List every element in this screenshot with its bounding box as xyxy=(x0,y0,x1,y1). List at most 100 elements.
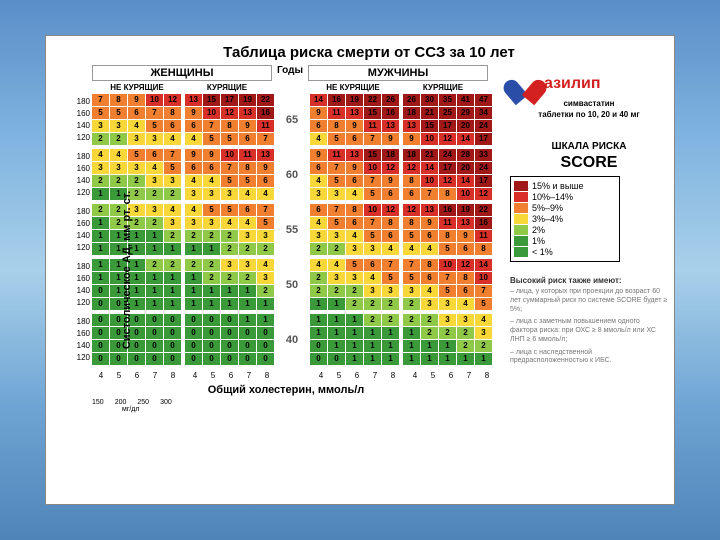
risk-cell: 19 xyxy=(239,94,256,106)
main-title: Таблица риска смерти от ССЗ за 10 лет xyxy=(70,44,668,61)
legend-label: 5%–9% xyxy=(532,203,563,213)
risk-cell: 21 xyxy=(421,149,438,161)
risk-cell: 4 xyxy=(310,175,327,187)
risk-cell: 0 xyxy=(257,353,274,365)
risk-cell: 1 xyxy=(475,353,492,365)
age-label: 40 xyxy=(278,334,306,346)
risk-cell: 4 xyxy=(310,133,327,145)
risk-cell: 3 xyxy=(382,285,399,297)
risk-grid: 7891012556783345622334 xyxy=(92,94,181,145)
legend-row: 1% xyxy=(514,236,616,246)
risk-cell: 25 xyxy=(439,107,456,119)
risk-cell: 5 xyxy=(257,217,274,229)
header-years: Годы xyxy=(276,65,304,81)
risk-cell: 6 xyxy=(403,188,420,200)
risk-cell: 6 xyxy=(457,285,474,297)
risk-cell: 2 xyxy=(328,285,345,297)
risk-cell: 7 xyxy=(203,120,220,132)
footnote-item: – лица, у которых при проекции до возрас… xyxy=(510,288,668,314)
risk-cell: 2 xyxy=(203,259,220,271)
risk-cell: 9 xyxy=(346,120,363,132)
risk-cell: 21 xyxy=(421,107,438,119)
risk-cell: 4 xyxy=(185,175,202,187)
hdr-f-s: КУРЯЩИЕ xyxy=(182,83,272,92)
risk-cell: 5 xyxy=(110,107,127,119)
legend-label: 15% и выше xyxy=(532,181,584,191)
risk-cell: 6 xyxy=(146,149,163,161)
risk-cell: 14 xyxy=(457,133,474,145)
risk-cell: 3 xyxy=(310,230,327,242)
risk-cell: 5 xyxy=(364,188,381,200)
risk-cell: 10 xyxy=(421,175,438,187)
hdr-m-ns: НЕ КУРЯЩИЕ xyxy=(308,83,398,92)
risk-cell: 2 xyxy=(203,230,220,242)
risk-cell: 9 xyxy=(185,107,202,119)
risk-cell: 1 xyxy=(221,285,238,297)
risk-grid: 11122111110111100111 xyxy=(310,314,399,365)
header-women: ЖЕНЩИНЫ xyxy=(92,65,272,81)
risk-cell: 17 xyxy=(475,175,492,187)
risk-cell: 16 xyxy=(328,94,345,106)
risk-cell: 22 xyxy=(364,94,381,106)
risk-cell: 13 xyxy=(457,217,474,229)
legend-swatch xyxy=(514,181,528,191)
bp-labels: 180160140120 xyxy=(70,261,92,309)
risk-cell: 5 xyxy=(364,230,381,242)
risk-cell: 4 xyxy=(421,285,438,297)
risk-cell: 8 xyxy=(475,243,492,255)
chart-area: ЖЕНЩИНЫ Годы МУЖЧИНЫ НЕ КУРЯЩИЕ КУРЯЩИЕ … xyxy=(70,65,502,499)
age-label: 60 xyxy=(278,169,306,181)
risk-cell: 10 xyxy=(457,188,474,200)
legend-row: 5%–9% xyxy=(514,203,616,213)
risk-grid: 12131619228911131656891144568 xyxy=(403,204,492,255)
legend-row: 3%–4% xyxy=(514,214,616,224)
risk-cell: 12 xyxy=(382,204,399,216)
risk-cell: 3 xyxy=(221,259,238,271)
xnums: 45678 xyxy=(406,371,496,380)
risk-cell: 1 xyxy=(203,298,220,310)
risk-cell: 13 xyxy=(403,120,420,132)
risk-cell: 9 xyxy=(382,133,399,145)
risk-cell: 8 xyxy=(221,120,238,132)
risk-cell: 9 xyxy=(382,175,399,187)
risk-grid: 263035414718212529341315172024910121417 xyxy=(403,94,492,145)
smoking-header: НЕ КУРЯЩИЕ КУРЯЩИЕ НЕ КУРЯЩИЕ КУРЯЩИЕ xyxy=(70,83,502,92)
risk-cell: 6 xyxy=(185,162,202,174)
risk-cell: 4 xyxy=(310,259,327,271)
risk-cell: 47 xyxy=(475,94,492,106)
risk-cell: 3 xyxy=(164,175,181,187)
risk-cell: 1 xyxy=(403,353,420,365)
risk-cell: 4 xyxy=(257,188,274,200)
risk-cell: 9 xyxy=(257,162,274,174)
risk-cell: 1 xyxy=(92,188,109,200)
risk-cell: 4 xyxy=(185,204,202,216)
risk-cell: 5 xyxy=(403,230,420,242)
risk-cell: 18 xyxy=(403,107,420,119)
risk-cell: 11 xyxy=(328,149,345,161)
risk-cell: 12 xyxy=(457,259,474,271)
risk-cell: 3 xyxy=(346,272,363,284)
risk-cell: 12 xyxy=(475,188,492,200)
risk-cell: 3 xyxy=(185,217,202,229)
score-label: SCORE xyxy=(510,154,668,172)
risk-cell: 9 xyxy=(185,149,202,161)
risk-cell: 16 xyxy=(475,217,492,229)
risk-cell: 13 xyxy=(257,149,274,161)
risk-cell: 13 xyxy=(382,120,399,132)
risk-cell: 0 xyxy=(203,314,220,326)
risk-cell: 3 xyxy=(364,243,381,255)
bp-labels: 180160140120 xyxy=(70,206,92,254)
legend-row: < 1% xyxy=(514,247,616,257)
risk-cell: 3 xyxy=(221,188,238,200)
risk-cell: 1 xyxy=(346,314,363,326)
brand-sub2: таблетки по 10, 20 и 40 мг xyxy=(510,110,668,119)
bp-labels: 180160140120 xyxy=(70,316,92,364)
risk-cell: 0 xyxy=(203,327,220,339)
risk-cell: 3 xyxy=(439,298,456,310)
risk-cell: 16 xyxy=(257,107,274,119)
risk-cell: 1 xyxy=(328,314,345,326)
risk-cell: 5 xyxy=(164,162,181,174)
risk-cell: 29 xyxy=(457,107,474,119)
brand-name: азилип xyxy=(544,75,601,93)
risk-cell: 2 xyxy=(221,272,238,284)
